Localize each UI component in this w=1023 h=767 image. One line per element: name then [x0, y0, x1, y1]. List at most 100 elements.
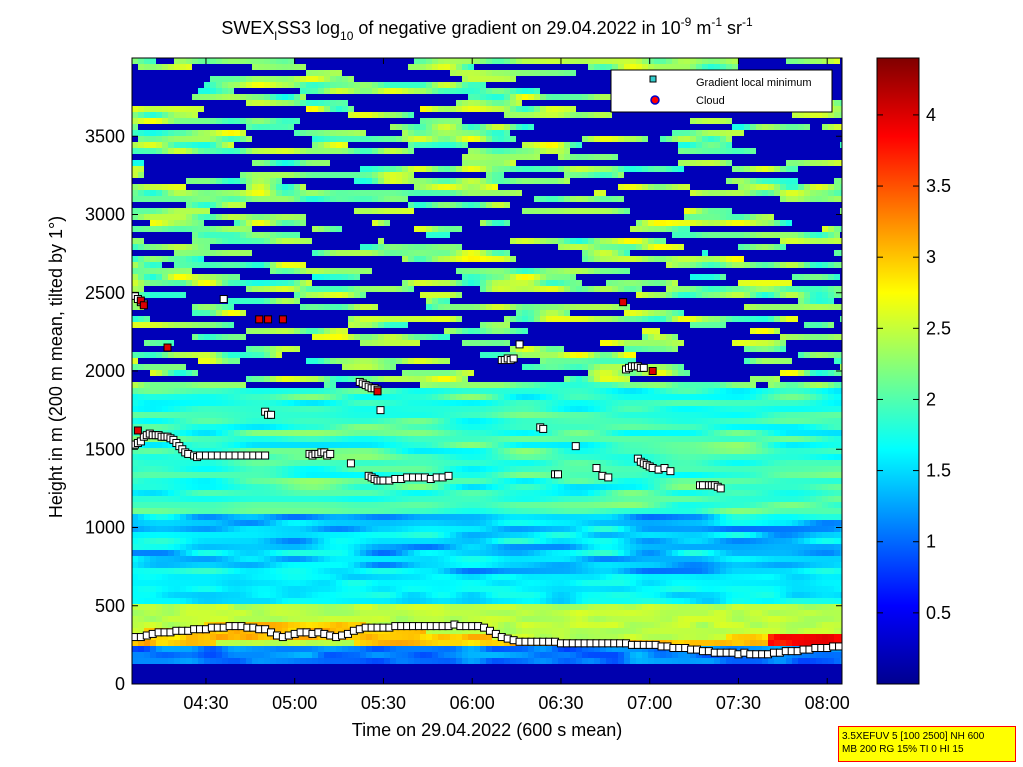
- heatmap-cell: [306, 238, 313, 245]
- heatmap-cell: [378, 106, 385, 113]
- heatmap-cell: [330, 190, 337, 197]
- heatmap-cell: [138, 586, 145, 593]
- heatmap-cell: [246, 160, 253, 167]
- heatmap-cell: [216, 652, 223, 659]
- heatmap-cell: [342, 82, 349, 89]
- heatmap-cell: [234, 184, 241, 191]
- heatmap-cell: [390, 550, 397, 557]
- heatmap-cell: [138, 622, 145, 629]
- heatmap-cell: [204, 76, 211, 83]
- heatmap-cell: [288, 604, 295, 611]
- heatmap-cell: [324, 472, 331, 479]
- heatmap-cell: [144, 472, 151, 479]
- heatmap-cell: [378, 286, 385, 293]
- heatmap-cell: [396, 160, 403, 167]
- heatmap-cell: [246, 550, 253, 557]
- heatmap-cell: [156, 664, 163, 671]
- heatmap-cell: [222, 226, 229, 233]
- heatmap-cell: [402, 538, 409, 545]
- heatmap-cell: [264, 298, 271, 305]
- heatmap-cell: [408, 658, 415, 665]
- heatmap-cell: [144, 364, 151, 371]
- heatmap-cell: [336, 346, 343, 353]
- heatmap-cell: [300, 676, 307, 683]
- heatmap-cell: [150, 250, 157, 257]
- heatmap-cell: [252, 202, 259, 209]
- heatmap-cell: [168, 664, 175, 671]
- heatmap-cell: [276, 118, 283, 125]
- heatmap-cell: [300, 94, 307, 101]
- heatmap-cell: [174, 610, 181, 617]
- heatmap-cell: [216, 352, 223, 359]
- heatmap-cell: [396, 340, 403, 347]
- heatmap-cell: [216, 394, 223, 401]
- heatmap-cell: [414, 232, 421, 239]
- heatmap-cell: [294, 136, 301, 143]
- heatmap-cell: [258, 400, 265, 407]
- heatmap-cell: [204, 472, 211, 479]
- heatmap-cell: [312, 484, 319, 491]
- heatmap-cell: [366, 520, 373, 527]
- heatmap-cell: [180, 640, 187, 647]
- heatmap-cell: [192, 472, 199, 479]
- heatmap-cell: [336, 262, 343, 269]
- heatmap-cell: [354, 310, 361, 317]
- heatmap-cell: [162, 370, 169, 377]
- heatmap-cell: [312, 508, 319, 515]
- heatmap-cell: [168, 466, 175, 473]
- heatmap-cell: [204, 328, 211, 335]
- heatmap-cell: [198, 646, 205, 653]
- heatmap-cell: [342, 616, 349, 623]
- heatmap-cell: [156, 352, 163, 359]
- heatmap-cell: [366, 592, 373, 599]
- heatmap-cell: [282, 262, 289, 269]
- heatmap-cell: [312, 550, 319, 557]
- heatmap-cell: [252, 394, 259, 401]
- heatmap-cell: [390, 670, 397, 677]
- heatmap-cell: [282, 568, 289, 575]
- heatmap-cell: [282, 424, 289, 431]
- heatmap-cell: [336, 304, 343, 311]
- heatmap-cell: [276, 406, 283, 413]
- heatmap-cell: [234, 124, 241, 131]
- heatmap-cell: [234, 502, 241, 509]
- heatmap-cell: [132, 658, 139, 665]
- heatmap-cell: [204, 376, 211, 383]
- heatmap-cell: [222, 448, 229, 455]
- heatmap-cell: [402, 160, 409, 167]
- heatmap-cell: [294, 574, 301, 581]
- heatmap-cell: [132, 112, 139, 119]
- heatmap-cell: [312, 574, 319, 581]
- heatmap-cell: [198, 538, 205, 545]
- heatmap-cell: [354, 166, 361, 173]
- heatmap-cell: [282, 340, 289, 347]
- heatmap-cell: [300, 496, 307, 503]
- heatmap-cell: [306, 664, 313, 671]
- heatmap-cell: [174, 622, 181, 629]
- heatmap-cell: [168, 580, 175, 587]
- heatmap-cell: [408, 616, 415, 623]
- heatmap-cell: [402, 652, 409, 659]
- heatmap-cell: [240, 352, 247, 359]
- heatmap-cell: [210, 208, 217, 215]
- heatmap-cell: [162, 94, 169, 101]
- heatmap-cell: [180, 340, 187, 347]
- heatmap-cell: [342, 376, 349, 383]
- heatmap-cell: [276, 400, 283, 407]
- heatmap-cell: [258, 502, 265, 509]
- heatmap-cell: [294, 304, 301, 311]
- heatmap-cell: [318, 514, 325, 521]
- heatmap-cell: [234, 304, 241, 311]
- heatmap-cell: [180, 178, 187, 185]
- heatmap-cell: [138, 322, 145, 329]
- heatmap-cell: [300, 670, 307, 677]
- heatmap-cell: [168, 424, 175, 431]
- heatmap-cell: [300, 334, 307, 341]
- heatmap-cell: [408, 202, 415, 209]
- heatmap-cell: [300, 298, 307, 305]
- heatmap-cell: [144, 478, 151, 485]
- heatmap-cell: [288, 310, 295, 317]
- heatmap-cell: [312, 64, 319, 71]
- heatmap-cell: [354, 400, 361, 407]
- heatmap-cell: [336, 208, 343, 215]
